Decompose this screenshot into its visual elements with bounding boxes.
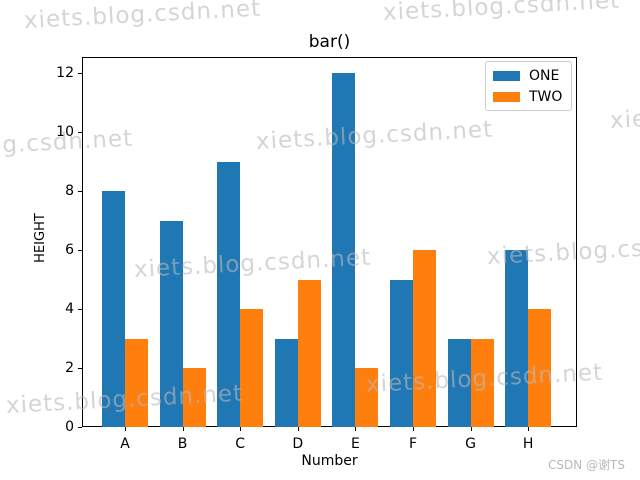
bar-two-f xyxy=(413,250,436,427)
x-axis-label: Number xyxy=(301,453,358,469)
y-tick-mark-2 xyxy=(78,368,82,370)
bar-one-g xyxy=(447,338,471,427)
y-tick-mark-4 xyxy=(78,309,82,311)
bar-two-e xyxy=(355,368,379,427)
legend-label-two: TWO xyxy=(529,88,563,105)
x-tick-label-f: F xyxy=(408,436,418,452)
y-tick-label-0: 0 xyxy=(65,419,74,435)
bar-two-d xyxy=(297,279,321,427)
x-tick-mark-f xyxy=(413,427,414,431)
x-tick-label-c: C xyxy=(235,436,246,452)
watermark-credit: CSDN @谢TS xyxy=(548,458,625,472)
bar-one-e xyxy=(332,73,356,427)
y-tick-label-8: 8 xyxy=(65,183,74,200)
legend-swatch-two xyxy=(493,91,520,102)
bar-one-d xyxy=(274,338,298,427)
bar-two-a xyxy=(125,338,148,427)
y-tick-mark-12 xyxy=(78,73,82,75)
bar-two-h xyxy=(528,309,552,427)
x-tick-label-e: E xyxy=(350,436,360,452)
legend: ONE TWO xyxy=(485,61,572,111)
legend-label-one: ONE xyxy=(529,67,560,84)
x-tick-mark-e xyxy=(355,427,357,431)
y-tick-label-10: 10 xyxy=(56,124,74,141)
y-tick-mark-10 xyxy=(78,132,82,134)
y-tick-label-6: 6 xyxy=(65,242,74,259)
bar-one-f xyxy=(390,279,413,427)
chart-title: bar() xyxy=(308,32,351,52)
x-tick-label-g: G xyxy=(465,436,477,452)
x-tick-mark-d xyxy=(297,427,299,431)
bar-two-g xyxy=(470,338,494,427)
bar-one-a xyxy=(102,191,125,427)
bar-one-b xyxy=(159,220,183,427)
y-tick-mark-0 xyxy=(78,427,82,428)
y-tick-label-12: 12 xyxy=(56,65,74,82)
watermark-text-5: xiets.blog.csdn.net xyxy=(609,95,640,134)
x-tick-mark-b xyxy=(182,427,184,431)
x-tick-mark-c xyxy=(240,427,242,431)
legend-swatch-one xyxy=(493,70,520,81)
watermark-text-2: xiets.blog.csdn.net xyxy=(382,0,621,26)
x-tick-label-a: A xyxy=(120,436,130,452)
y-tick-label-4: 4 xyxy=(65,301,74,318)
bar-two-b xyxy=(182,368,206,427)
bar-one-h xyxy=(505,250,529,427)
x-tick-mark-a xyxy=(125,427,126,431)
legend-item-two: TWO xyxy=(493,90,565,104)
y-tick-mark-6 xyxy=(78,250,82,252)
bar-two-c xyxy=(240,309,264,427)
legend-item-one: ONE xyxy=(493,69,565,83)
y-tick-mark-8 xyxy=(78,191,82,193)
y-tick-label-2: 2 xyxy=(65,360,74,377)
watermark-text-1: xiets.blog.csdn.net xyxy=(23,0,262,34)
bar-one-c xyxy=(217,161,241,427)
x-tick-label-h: H xyxy=(522,436,534,452)
x-tick-mark-g xyxy=(470,427,472,431)
x-tick-label-d: D xyxy=(292,436,304,452)
plot-area xyxy=(82,57,577,427)
x-tick-label-b: B xyxy=(177,436,188,452)
x-tick-mark-h xyxy=(528,427,530,431)
